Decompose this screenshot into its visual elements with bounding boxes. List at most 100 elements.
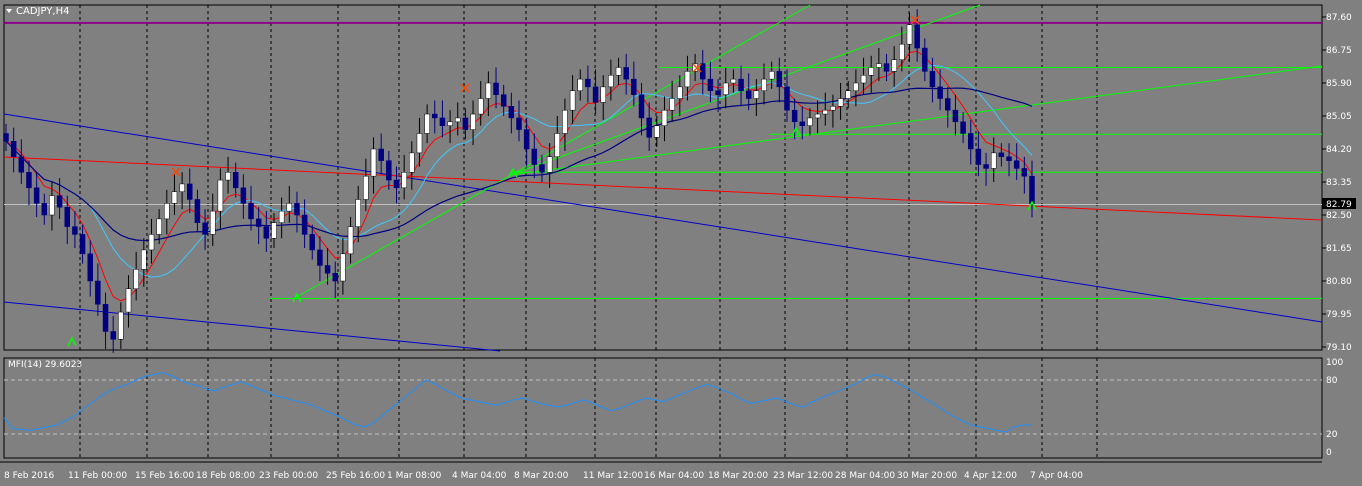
candle[interactable] — [669, 81, 675, 122]
candle[interactable] — [592, 69, 599, 115]
candle[interactable] — [324, 248, 331, 285]
candle[interactable] — [309, 224, 316, 260]
candle[interactable] — [347, 216, 354, 264]
candle[interactable] — [409, 141, 415, 190]
candle[interactable] — [937, 69, 943, 111]
candle[interactable] — [317, 236, 323, 281]
candle[interactable] — [278, 197, 285, 239]
candle[interactable] — [477, 81, 484, 126]
candle[interactable] — [654, 116, 660, 148]
candle[interactable] — [523, 117, 530, 167]
candle[interactable] — [87, 240, 93, 297]
candle[interactable] — [631, 61, 637, 107]
candle[interactable] — [768, 61, 775, 89]
candle[interactable] — [64, 195, 71, 245]
candle[interactable] — [156, 209, 162, 245]
candle[interactable] — [217, 168, 224, 229]
candle[interactable] — [386, 150, 392, 190]
candle[interactable] — [891, 46, 897, 87]
candle[interactable] — [585, 65, 591, 103]
candle[interactable] — [952, 94, 959, 136]
candle[interactable] — [286, 185, 293, 223]
candle[interactable] — [363, 158, 369, 212]
candle[interactable] — [301, 199, 308, 248]
candle[interactable] — [945, 86, 951, 128]
candle[interactable] — [922, 38, 928, 82]
candle[interactable] — [225, 156, 231, 194]
candle[interactable] — [10, 127, 17, 173]
candle[interactable] — [845, 81, 851, 109]
candle[interactable] — [493, 67, 499, 109]
candle[interactable] — [516, 100, 522, 142]
candle[interactable] — [738, 65, 744, 107]
candle[interactable] — [646, 102, 652, 151]
candle[interactable] — [799, 106, 806, 140]
candle[interactable] — [883, 53, 890, 82]
candle[interactable] — [3, 123, 9, 151]
candle[interactable] — [179, 172, 185, 210]
candle[interactable] — [753, 79, 760, 116]
candle[interactable] — [141, 238, 147, 287]
candle[interactable] — [899, 26, 905, 72]
candle[interactable] — [807, 108, 813, 136]
candle[interactable] — [577, 69, 584, 101]
candle[interactable] — [79, 224, 86, 264]
candle[interactable] — [370, 137, 377, 194]
candle[interactable] — [684, 55, 691, 101]
candle[interactable] — [822, 92, 829, 126]
candle[interactable] — [906, 13, 913, 62]
candle[interactable] — [990, 137, 997, 182]
candle[interactable] — [814, 100, 821, 134]
candle[interactable] — [1013, 143, 1020, 181]
candle[interactable] — [95, 263, 101, 316]
candle[interactable] — [1021, 156, 1028, 194]
candle[interactable] — [470, 100, 476, 146]
candle[interactable] — [187, 168, 193, 214]
candle[interactable] — [600, 75, 606, 120]
candle[interactable] — [967, 119, 974, 165]
candle[interactable] — [416, 117, 423, 167]
candle[interactable] — [240, 174, 247, 219]
candle[interactable] — [615, 57, 622, 85]
candle[interactable] — [830, 94, 836, 128]
candle[interactable] — [546, 143, 553, 188]
candle[interactable] — [539, 154, 545, 182]
candle[interactable] — [72, 211, 78, 248]
candle[interactable] — [661, 96, 668, 142]
candle[interactable] — [554, 116, 561, 169]
candle[interactable] — [454, 102, 461, 136]
candle[interactable] — [148, 218, 155, 264]
candle[interactable] — [569, 75, 576, 124]
candle[interactable] — [876, 48, 882, 82]
candle[interactable] — [485, 71, 492, 116]
candle[interactable] — [332, 261, 338, 299]
candle[interactable] — [133, 251, 139, 301]
candle[interactable] — [378, 133, 384, 175]
price-candles[interactable] — [3, 9, 1035, 353]
candle[interactable] — [232, 162, 239, 198]
candle[interactable] — [531, 133, 538, 179]
candle[interactable] — [355, 185, 361, 243]
candle[interactable] — [171, 174, 178, 215]
candle[interactable] — [677, 75, 683, 116]
candle[interactable] — [263, 211, 270, 252]
candle[interactable] — [707, 61, 714, 103]
candle[interactable] — [248, 185, 254, 231]
candle[interactable] — [432, 100, 438, 134]
candle[interactable] — [837, 83, 844, 120]
candle[interactable] — [745, 73, 752, 111]
candle[interactable] — [508, 92, 515, 134]
candle[interactable] — [715, 79, 721, 113]
candle[interactable] — [975, 131, 982, 177]
candle[interactable] — [500, 84, 507, 116]
candle[interactable] — [118, 302, 124, 349]
candle[interactable] — [623, 53, 629, 95]
candle[interactable] — [18, 139, 25, 184]
candle[interactable] — [791, 98, 798, 140]
candle[interactable] — [761, 63, 767, 105]
candle[interactable] — [722, 67, 729, 109]
candle[interactable] — [202, 209, 208, 250]
candle[interactable] — [983, 152, 989, 186]
candle[interactable] — [110, 315, 116, 353]
